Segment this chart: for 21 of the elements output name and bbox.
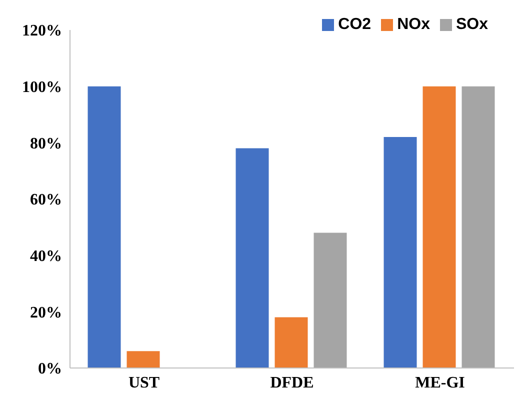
x-tick-label: UST bbox=[128, 374, 160, 392]
bar bbox=[422, 86, 456, 368]
bar bbox=[126, 351, 160, 368]
y-tick-label: 80% bbox=[30, 135, 62, 152]
legend-label: SOx bbox=[456, 16, 488, 33]
y-tick-label: 40% bbox=[30, 248, 62, 266]
bar bbox=[88, 86, 121, 368]
y-tick-label: 100% bbox=[22, 79, 62, 96]
bar bbox=[384, 137, 417, 368]
bar bbox=[274, 317, 308, 368]
y-tick-label: 20% bbox=[30, 304, 62, 322]
y-tick-label: 0% bbox=[38, 360, 62, 378]
legend-label: NOx bbox=[397, 16, 430, 33]
x-tick-label: DFDE bbox=[270, 374, 314, 392]
y-tick-label: 60% bbox=[30, 192, 62, 209]
bar bbox=[314, 232, 347, 368]
x-tick-label: ME-GI bbox=[415, 374, 465, 392]
bar bbox=[236, 148, 269, 368]
bar bbox=[462, 86, 495, 368]
legend-label: CO2 bbox=[338, 16, 372, 33]
y-tick-label: 120% bbox=[22, 22, 62, 40]
